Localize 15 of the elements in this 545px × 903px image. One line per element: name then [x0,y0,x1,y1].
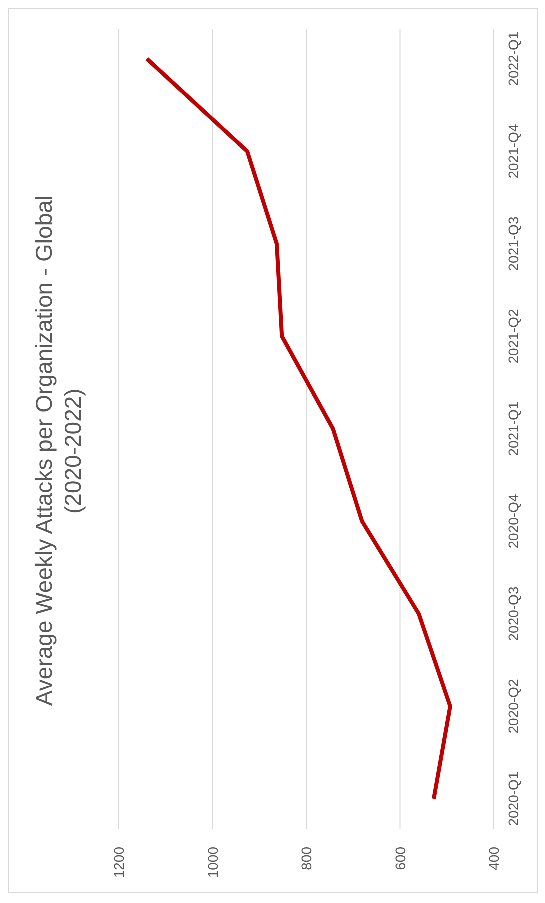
y-tick-label: 2021-Q1 [505,402,522,456]
y-tick-label: 2022-Q1 [505,32,522,86]
x-tick-label: 600 [392,846,408,870]
y-tick-label: 2020-Q4 [505,494,522,549]
y-tick-label: 2021-Q3 [505,216,522,272]
x-tick-label: 1000 [204,846,221,878]
y-tick-label: 2020-Q1 [505,772,522,826]
text: Average Weekly Attacks per Organization - Global (2020-2022) [30,194,87,708]
y-tick-label: 2020-Q2 [505,679,522,734]
y-tick-label: 2021-Q2 [505,309,522,364]
y-tick-label: 2020-Q3 [505,586,522,642]
y-tick-label: 2021-Q4 [505,124,522,179]
x-tick-label: 400 [486,846,502,870]
x-tick-label: 1200 [111,846,127,878]
x-tick-label: 800 [298,846,314,870]
